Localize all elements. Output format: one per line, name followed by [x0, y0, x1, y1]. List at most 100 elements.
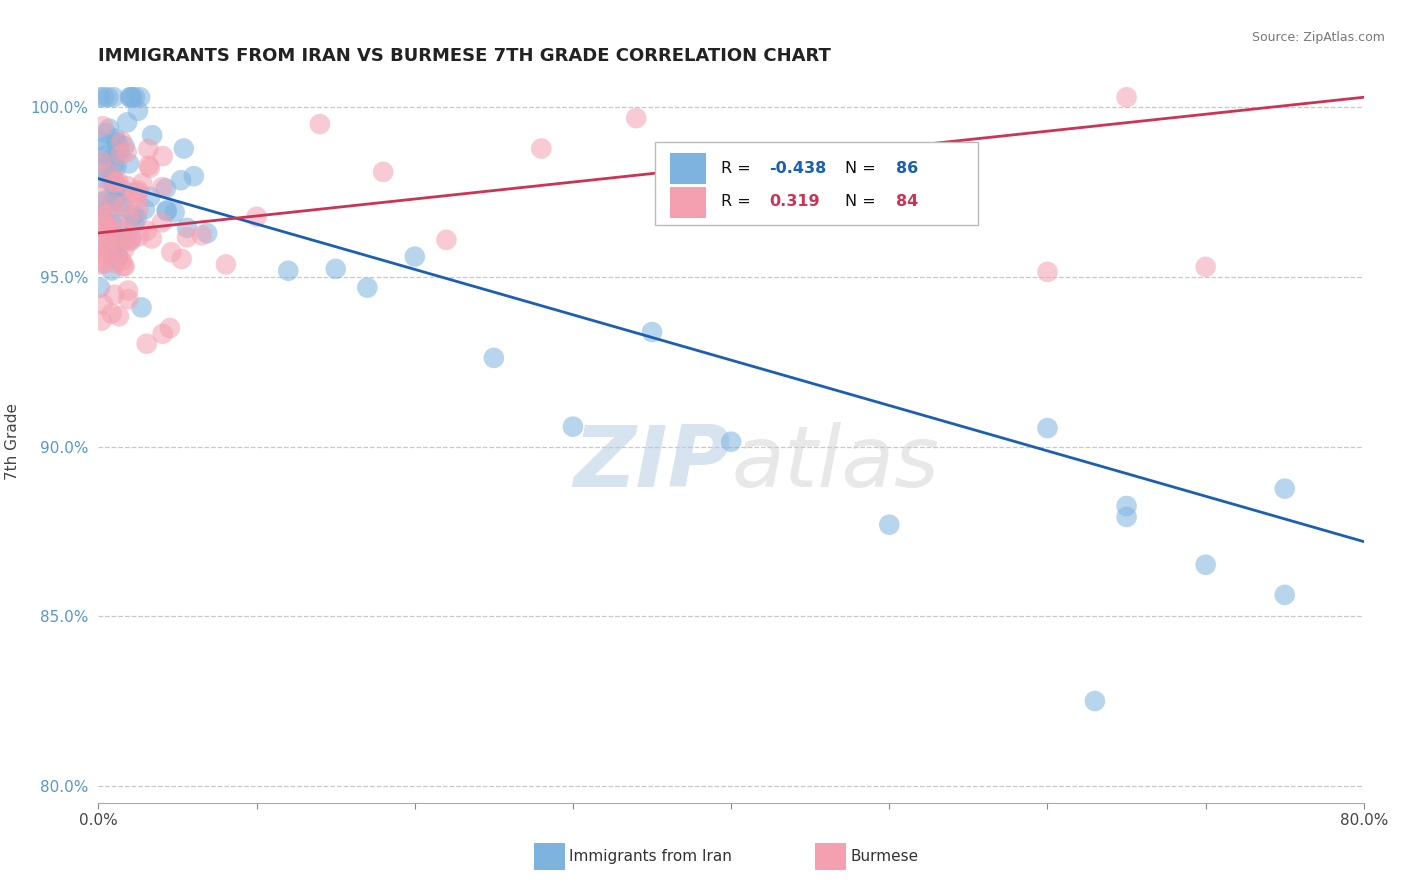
Point [103, 252, 125, 266]
Point [97, 231, 120, 245]
Point [877, 167, 900, 181]
Point [120, 230, 142, 244]
Point [112, 184, 135, 198]
Point [89, 133, 111, 147]
Point [156, 203, 179, 218]
Point [104, 182, 127, 196]
Point [115, 145, 138, 159]
Text: N =: N = [845, 194, 882, 209]
Point [108, 143, 131, 157]
Point [139, 161, 162, 175]
Point [94, 153, 117, 168]
Point [104, 131, 127, 145]
Point [150, 215, 173, 229]
Text: 86: 86 [896, 161, 918, 176]
Point [112, 221, 135, 235]
Point [105, 160, 128, 174]
Point [104, 147, 127, 161]
Point [112, 243, 135, 257]
Point [96, 224, 118, 238]
Point [91, 119, 114, 133]
Point [105, 245, 128, 260]
Point [530, 141, 553, 155]
Point [104, 229, 127, 244]
Point [101, 235, 124, 249]
Point [98, 121, 121, 136]
Point [183, 169, 205, 184]
Point [1115, 90, 1137, 104]
Point [720, 434, 742, 449]
Point [436, 233, 458, 247]
Point [277, 264, 299, 278]
Point [561, 419, 585, 434]
Point [115, 115, 138, 129]
Point [100, 307, 122, 321]
Text: R =: R = [721, 161, 756, 176]
Point [173, 142, 195, 156]
Point [404, 250, 426, 264]
Text: Immigrants from Iran: Immigrants from Iran [569, 849, 733, 863]
Bar [671, 187, 706, 218]
Point [176, 220, 198, 235]
Point [122, 208, 145, 222]
Point [107, 250, 129, 264]
Point [624, 111, 647, 125]
Text: IMMIGRANTS FROM IRAN VS BURMESE 7TH GRADE CORRELATION CHART: IMMIGRANTS FROM IRAN VS BURMESE 7TH GRAD… [98, 47, 831, 65]
Point [155, 181, 177, 195]
Point [118, 156, 141, 170]
Point [120, 233, 142, 247]
Point [482, 351, 505, 365]
Point [104, 174, 127, 188]
Point [111, 134, 134, 148]
Point [98, 226, 121, 240]
Point [114, 260, 136, 274]
Text: 84: 84 [896, 194, 918, 209]
Point [127, 103, 149, 118]
Point [103, 197, 125, 211]
Point [131, 301, 153, 315]
Point [90, 154, 112, 169]
Point [101, 169, 124, 183]
Text: Source: ZipAtlas.com: Source: ZipAtlas.com [1251, 31, 1385, 45]
Point [114, 139, 136, 153]
Point [104, 256, 127, 270]
Point [170, 252, 193, 266]
Point [246, 210, 269, 224]
Point [100, 263, 122, 277]
Point [103, 194, 125, 208]
Point [127, 202, 149, 217]
Text: N =: N = [845, 161, 882, 176]
Point [127, 193, 149, 207]
Point [93, 90, 115, 104]
Point [118, 211, 141, 226]
Point [107, 136, 129, 150]
Point [127, 186, 149, 200]
Point [138, 159, 160, 173]
Point [124, 90, 146, 104]
Point [1084, 694, 1107, 708]
Point [96, 219, 118, 234]
Point [120, 90, 142, 104]
Point [110, 235, 132, 249]
Point [129, 90, 152, 104]
Point [111, 254, 134, 268]
Point [1115, 510, 1137, 524]
Text: Burmese: Burmese [851, 849, 918, 863]
Point [90, 208, 112, 222]
Point [112, 259, 135, 273]
Point [94, 148, 117, 162]
Text: 0.319: 0.319 [769, 194, 820, 209]
Point [118, 90, 141, 104]
FancyBboxPatch shape [655, 142, 979, 225]
Y-axis label: 7th Grade: 7th Grade [4, 403, 20, 480]
Point [89, 202, 111, 217]
Point [110, 147, 132, 161]
Point [89, 257, 111, 271]
Point [1115, 499, 1137, 513]
Point [97, 206, 120, 220]
Point [152, 149, 174, 163]
Point [108, 310, 131, 324]
Point [97, 165, 120, 179]
Point [103, 90, 125, 104]
Point [139, 190, 162, 204]
